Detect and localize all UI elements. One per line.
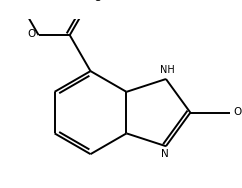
Text: O: O <box>93 0 101 3</box>
Text: NH: NH <box>160 65 174 75</box>
Text: N: N <box>161 149 169 159</box>
Text: O: O <box>234 107 242 117</box>
Text: O: O <box>28 29 36 39</box>
